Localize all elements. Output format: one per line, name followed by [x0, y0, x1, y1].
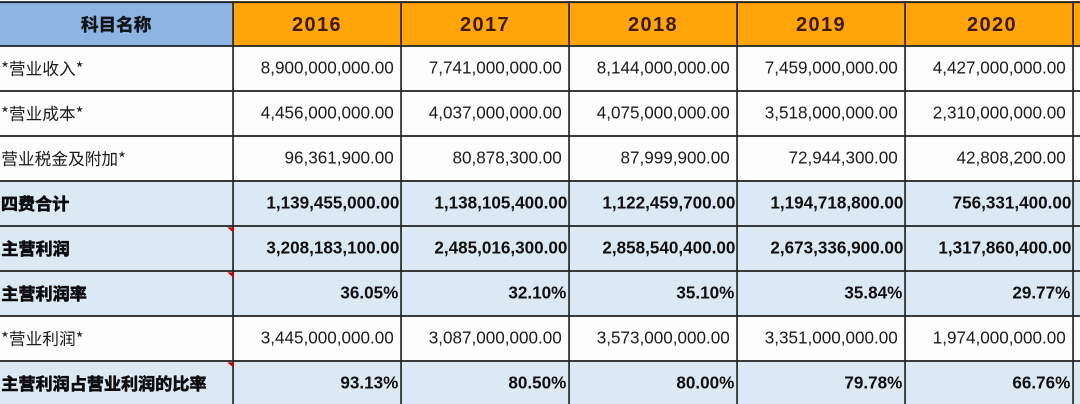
svg-text:7,741,000,000.00: 7,741,000,000.00	[429, 59, 562, 78]
svg-text:3,351,000,000.00: 3,351,000,000.00	[765, 329, 898, 348]
svg-text:80.50%: 80.50%	[508, 374, 566, 393]
svg-text:2,673,336,900.00: 2,673,336,900.00	[770, 239, 903, 258]
svg-text:35.84%: 35.84%	[844, 284, 902, 303]
svg-text:2,485,016,300.00: 2,485,016,300.00	[434, 239, 567, 258]
svg-text:1,122,459,700.00: 1,122,459,700.00	[602, 194, 735, 213]
svg-text:2017: 2017	[460, 14, 510, 36]
svg-text:3,087,000,000.00: 3,087,000,000.00	[429, 329, 562, 348]
svg-text:35.10%: 35.10%	[676, 284, 734, 303]
svg-text:1,194,718,800.00: 1,194,718,800.00	[770, 194, 903, 213]
svg-text:7,459,000,000.00: 7,459,000,000.00	[765, 59, 898, 78]
svg-text:4,427,000,000.00: 4,427,000,000.00	[933, 59, 1066, 78]
svg-text:3,518,000,000.00: 3,518,000,000.00	[765, 104, 898, 123]
svg-text:32.10%: 32.10%	[508, 284, 566, 303]
svg-text:4,037,000,000.00: 4,037,000,000.00	[429, 104, 562, 123]
svg-text:2020: 2020	[967, 14, 1017, 36]
svg-text:2,310,000,000.00: 2,310,000,000.00	[933, 104, 1066, 123]
svg-text:72,944,300.00: 72,944,300.00	[788, 149, 897, 168]
svg-text:2018: 2018	[628, 14, 678, 36]
svg-text:8,144,000,000.00: 8,144,000,000.00	[597, 59, 730, 78]
svg-text:2016: 2016	[292, 14, 342, 36]
svg-text:79.78%: 79.78%	[844, 374, 902, 393]
svg-text:1,138,105,400.00: 1,138,105,400.00	[434, 194, 567, 213]
svg-text:80.00%: 80.00%	[676, 374, 734, 393]
svg-text:93.13%: 93.13%	[340, 374, 398, 393]
svg-text:8,900,000,000.00: 8,900,000,000.00	[261, 59, 394, 78]
svg-text:1,317,860,400.00: 1,317,860,400.00	[938, 239, 1071, 258]
svg-text:2,858,540,400.00: 2,858,540,400.00	[602, 239, 735, 258]
svg-text:42,808,200.00: 42,808,200.00	[956, 149, 1065, 168]
svg-text:4,075,000,000.00: 4,075,000,000.00	[597, 104, 730, 123]
svg-text:3,445,000,000.00: 3,445,000,000.00	[261, 329, 394, 348]
svg-text:3,208,183,100.00: 3,208,183,100.00	[266, 239, 399, 258]
svg-text:80,878,300.00: 80,878,300.00	[452, 149, 561, 168]
svg-text:66.76%: 66.76%	[1012, 374, 1070, 393]
svg-text:756,331,400.00: 756,331,400.00	[953, 194, 1072, 213]
svg-text:1,974,000,000.00: 1,974,000,000.00	[933, 329, 1066, 348]
svg-text:4,456,000,000.00: 4,456,000,000.00	[261, 104, 394, 123]
svg-text:36.05%: 36.05%	[340, 284, 398, 303]
svg-text:87,999,900.00: 87,999,900.00	[620, 149, 729, 168]
svg-text:3,573,000,000.00: 3,573,000,000.00	[597, 329, 730, 348]
svg-text:2019: 2019	[796, 14, 846, 36]
svg-text:96,361,900.00: 96,361,900.00	[284, 149, 393, 168]
svg-text:29.77%: 29.77%	[1012, 284, 1070, 303]
svg-text:1,139,455,000.00: 1,139,455,000.00	[266, 194, 399, 213]
